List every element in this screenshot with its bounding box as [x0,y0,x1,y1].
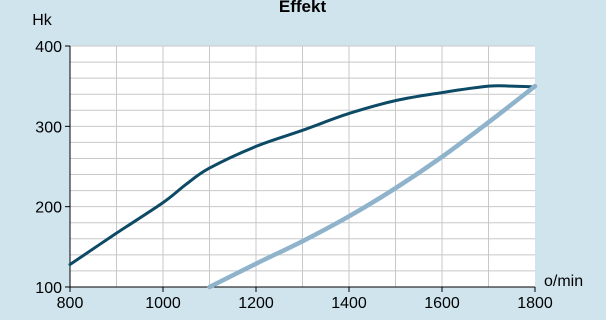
y-tick-labels: 100 200 300 400 [35,39,70,297]
x-tick-label: 1000 [145,295,181,312]
x-tick-label: 1400 [331,295,367,312]
y-tick-label: 200 [35,200,62,217]
x-tick-labels: 800 1000 1200 1400 1600 1800 [57,287,553,312]
x-axis-label: o/min [544,273,583,290]
series-line-2 [207,83,538,290]
x-tick-label: 1800 [517,295,553,312]
chart-title: Effekt [279,0,327,16]
y-tick-label: 400 [35,39,62,56]
y-tick-label: 300 [35,119,62,136]
series-line-1 [68,84,537,267]
y-grid [70,45,535,272]
x-tick-label: 1200 [238,295,274,312]
x-tick-label: 800 [57,295,84,312]
x-tick-label: 1600 [424,295,460,312]
y-axis-label: Hk [32,12,53,29]
y-tick-label: 100 [35,280,62,297]
series-group [68,83,538,290]
